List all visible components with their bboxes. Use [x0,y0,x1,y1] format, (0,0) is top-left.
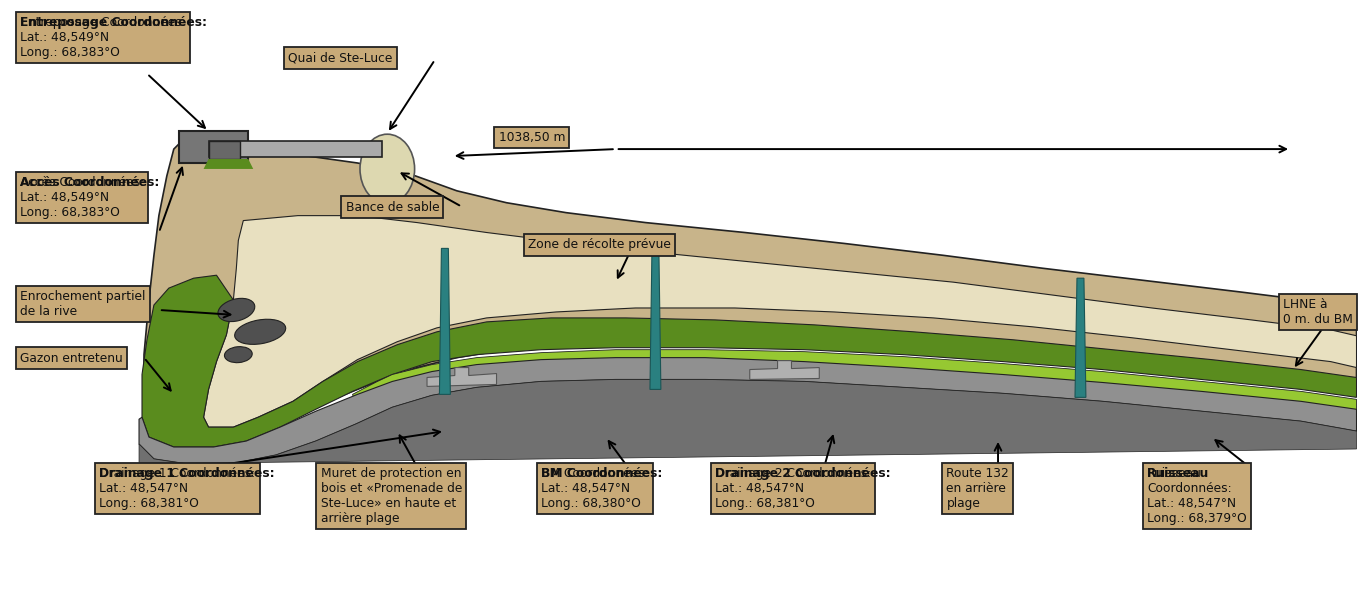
Text: Accès Coordonnées:
Lat.: 48,549°N
Long.: 68,383°O: Accès Coordonnées: Lat.: 48,549°N Long.:… [20,176,143,219]
Text: Quai de Ste-Luce: Quai de Ste-Luce [288,52,392,65]
Polygon shape [142,275,1356,447]
Text: Zone de récolte prévue: Zone de récolte prévue [529,239,671,251]
Text: BM Coordonnées:
Lat.: 48,547°N
Long.: 68,380°O: BM Coordonnées: Lat.: 48,547°N Long.: 68… [541,467,649,510]
Text: Gazon entretenu: Gazon entretenu [20,352,123,365]
Polygon shape [179,131,249,163]
Text: Accès Coordonnées:: Accès Coordonnées: [20,176,160,189]
Polygon shape [209,141,240,159]
Polygon shape [139,379,1356,465]
Text: 1038,50 m: 1038,50 m [499,131,566,144]
Text: Drainage 1 Coordonnées:: Drainage 1 Coordonnées: [100,467,275,480]
Polygon shape [428,368,496,386]
Text: Ruisseau
Coordonnées:
Lat.: 48,547°N
Long.: 68,379°O: Ruisseau Coordonnées: Lat.: 48,547°N Lon… [1147,467,1247,525]
Text: Enrochement partiel
de la rive: Enrochement partiel de la rive [20,290,145,318]
Text: Entreposage Coordonnées:: Entreposage Coordonnées: [20,16,206,29]
Polygon shape [1075,278,1086,397]
Polygon shape [204,159,253,169]
Polygon shape [143,136,1356,434]
Polygon shape [209,141,382,157]
Polygon shape [440,248,451,395]
Text: Ruisseau: Ruisseau [1147,467,1209,480]
Text: Drainage 2 Coordonnées:
Lat.: 48,547°N
Long.: 68,381°O: Drainage 2 Coordonnées: Lat.: 48,547°N L… [714,467,872,510]
Text: Bance de sable: Bance de sable [346,201,440,213]
Text: Route 132
en arrière
plage: Route 132 en arrière plage [947,467,1009,510]
Polygon shape [139,357,1356,465]
Polygon shape [650,250,661,389]
Ellipse shape [224,346,253,363]
Ellipse shape [235,319,285,345]
Text: BM Coordonnées:: BM Coordonnées: [541,467,663,480]
Text: Drainage 1 Coordonnées:
Lat.: 48,547°N
Long.: 68,381°O: Drainage 1 Coordonnées: Lat.: 48,547°N L… [100,467,255,510]
Polygon shape [750,361,820,379]
Ellipse shape [361,134,415,204]
Text: Drainage 2 Coordonnées:: Drainage 2 Coordonnées: [714,467,891,480]
Polygon shape [204,215,1356,427]
Text: LHNE à
0 m. du BM: LHNE à 0 m. du BM [1283,298,1352,326]
Text: Muret de protection en
bois et «Promenade de
Ste-Luce» en haute et
arrière plage: Muret de protection en bois et «Promenad… [321,467,462,525]
Polygon shape [352,350,1356,414]
Text: Entreposage Coordonnées:
Lat.: 48,549°N
Long.: 68,383°O: Entreposage Coordonnées: Lat.: 48,549°N … [20,16,186,59]
Ellipse shape [219,298,255,321]
